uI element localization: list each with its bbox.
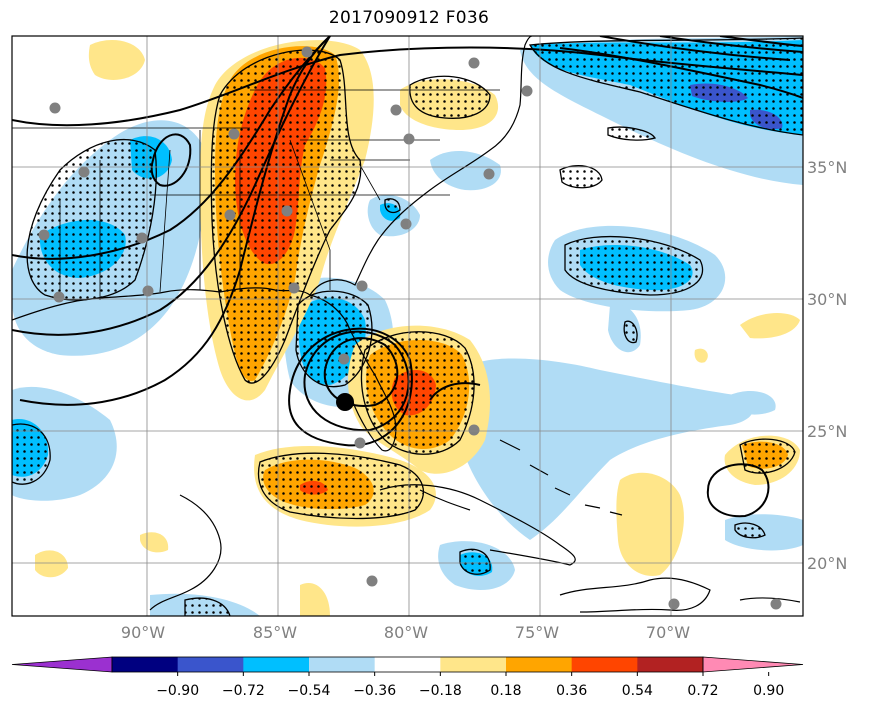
lon-tick-labels: 90°W 85°W 80°W 75°W 70°W (121, 623, 690, 642)
colorbar-tick-label: 0.54 (622, 683, 653, 699)
station-dot (281, 205, 293, 217)
station-dot (468, 424, 480, 436)
lat-tick-label: 20°N (807, 554, 847, 573)
colorbar-extend-max (702, 656, 804, 673)
colorbar-swatch (374, 657, 441, 672)
station-dot (400, 218, 412, 230)
station-dot (288, 282, 300, 294)
map-title: 2017090912 F036 (328, 8, 490, 28)
colorbar-tick-label: 0.90 (753, 683, 784, 699)
station-dot (483, 168, 495, 180)
state-borders (12, 89, 500, 300)
lon-tick-label: 75°W (515, 623, 559, 642)
station-dot (49, 102, 61, 114)
colorbar-swatch (177, 657, 244, 672)
colorbar-tick-label: 0.72 (687, 683, 718, 699)
storm-center-marker (336, 393, 354, 411)
colorbar-frame (111, 656, 704, 673)
lon-tick-label: 80°W (384, 623, 428, 642)
station-dot (390, 104, 402, 116)
lon-tick-label: 70°W (646, 623, 690, 642)
colorbar-tick-label: −0.90 (156, 683, 199, 699)
station-dot (224, 209, 236, 221)
station-dot (354, 437, 366, 449)
lat-tick-label: 30°N (807, 290, 847, 309)
station-dot (38, 229, 50, 241)
height-contours (12, 36, 803, 518)
colorbar-swatch (506, 657, 573, 672)
colorbar-tick-label: −0.54 (288, 683, 331, 699)
station-dot (521, 85, 533, 97)
lat-tick-label: 35°N (807, 158, 847, 177)
coastlines (12, 36, 801, 613)
station-dot (301, 46, 313, 58)
colorbar-swatch (243, 657, 310, 672)
station-dot (338, 353, 350, 365)
graticule (12, 36, 803, 616)
colorbar-swatch (440, 657, 507, 672)
colorbar-swatch (309, 657, 376, 672)
stipple-regions (12, 37, 803, 616)
station-dot (356, 280, 368, 292)
station-markers (38, 46, 782, 610)
colorbar-swatch (637, 657, 704, 672)
station-dot (228, 128, 240, 140)
map-frame (11, 35, 804, 617)
colorbar-tick-label: 0.18 (490, 683, 521, 699)
lat-tick-label: 25°N (807, 422, 847, 441)
station-dot (142, 285, 154, 297)
lat-tick-labels: 35°N 30°N 25°N 20°N (807, 158, 847, 573)
station-dot (366, 575, 378, 587)
station-dot (78, 166, 90, 178)
colorbar-tick-label: −0.18 (419, 683, 462, 699)
station-dot (136, 232, 148, 244)
colorbar-tick-label: 0.36 (556, 683, 587, 699)
lon-tick-label: 85°W (253, 623, 297, 642)
station-dot (468, 57, 480, 69)
colorbar-swatch (571, 657, 638, 672)
colorbar-extend-min (11, 656, 113, 673)
station-dot (53, 291, 65, 303)
lon-tick-label: 90°W (121, 623, 165, 642)
colorbar-tick-label: −0.72 (222, 683, 265, 699)
colorbar: −0.90 −0.72 −0.54 −0.36 −0.18 0.18 0.36 0.54 0.7… (11, 656, 804, 699)
station-dot (668, 598, 680, 610)
colorbar-swatch (112, 657, 179, 672)
station-dot (770, 598, 782, 610)
colorbar-tick-label: −0.36 (353, 683, 396, 699)
